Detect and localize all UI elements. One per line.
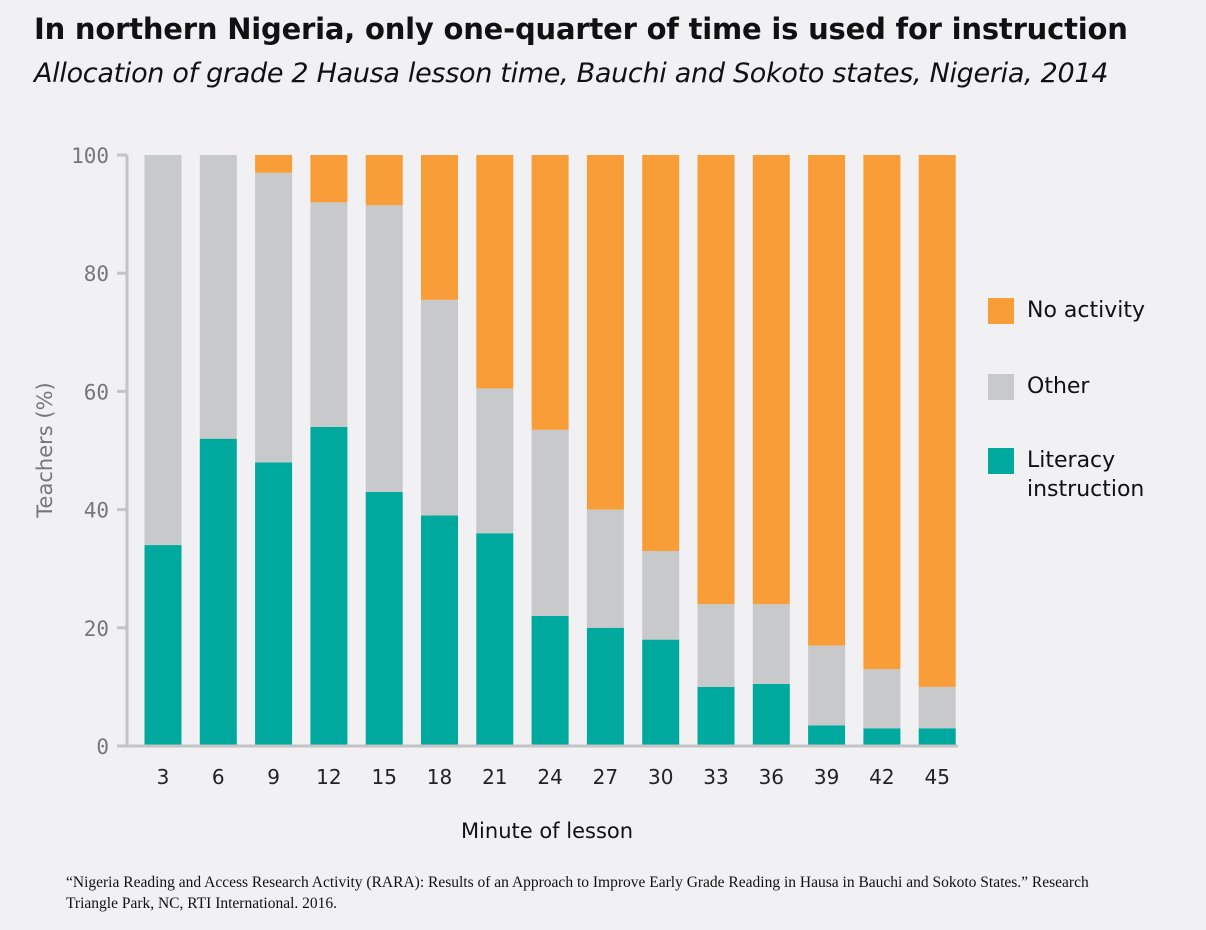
x-tick-label-42: 42 [869,765,894,789]
legend-label-other: Other [1027,374,1090,399]
legend-item-no-activity: No activity [988,296,1187,325]
bar-other-3 [144,155,182,546]
chart-title: In northern Nigeria, only one-quarter of… [34,12,1128,46]
legend-swatch-other [988,374,1014,400]
bar-other-42 [863,669,901,729]
x-tick-label-15: 15 [371,765,396,789]
bar-no-activity-39 [808,155,846,646]
x-axis-title: Minute of lesson [461,819,633,843]
bar-literacy-instruction-42 [863,728,901,746]
bar-no-activity-36 [752,155,790,605]
bar-no-activity-30 [642,155,680,551]
y-tick-label-20: 20 [84,617,109,641]
x-tick-label-27: 27 [593,765,618,789]
bar-other-24 [531,429,569,616]
x-tick-label-12: 12 [316,765,341,789]
chart-subtitle: Allocation of grade 2 Hausa lesson time,… [34,58,1109,89]
bar-other-30 [642,550,680,640]
legend-item-literacy-instruction: Literacy instruction [988,446,1187,504]
legend-item-other: Other [988,372,1187,401]
bar-literacy-instruction-3 [144,545,182,746]
bar-literacy-instruction-45 [918,728,956,746]
x-tick-label-45: 45 [924,765,949,789]
bar-no-activity-12 [310,155,348,203]
bar-other-9 [255,172,293,463]
bar-other-21 [476,388,514,534]
bar-literacy-instruction-24 [531,615,569,746]
x-tick-label-33: 33 [703,765,728,789]
bar-literacy-instruction-15 [365,491,403,746]
bar-other-15 [365,205,403,492]
y-tick-label-0: 0 [96,735,109,759]
bar-other-12 [310,202,348,427]
x-tick-label-24: 24 [537,765,562,789]
x-tick-label-3: 3 [157,765,170,789]
bar-literacy-instruction-21 [476,533,514,746]
bar-no-activity-27 [586,155,624,510]
bar-other-6 [199,155,237,439]
bar-other-33 [697,604,735,687]
bar-no-activity-42 [863,155,901,670]
bars-group [144,155,956,746]
bar-other-39 [808,645,846,726]
y-axis-title: Teachers (%) [33,382,57,518]
bar-no-activity-21 [476,155,514,389]
bar-no-activity-15 [365,155,403,206]
legend-swatch-no-activity [988,298,1014,324]
x-tick-label-36: 36 [759,765,784,789]
legend-label-literacy-instruction: Literacy instruction [1027,448,1145,502]
bar-no-activity-33 [697,155,735,605]
bar-no-activity-45 [918,155,956,687]
bar-other-45 [918,686,956,729]
legend-label-no-activity: No activity [1027,298,1146,323]
y-tick-label-40: 40 [84,499,109,523]
bar-literacy-instruction-6 [199,438,237,746]
bar-literacy-instruction-33 [697,686,735,746]
bar-other-27 [586,509,624,628]
bar-literacy-instruction-30 [642,639,680,746]
x-tick-label-9: 9 [267,765,280,789]
x-tick-label-39: 39 [814,765,839,789]
x-tick-label-6: 6 [212,765,225,789]
bar-literacy-instruction-27 [586,627,624,746]
bar-literacy-instruction-39 [808,725,846,746]
bar-literacy-instruction-36 [752,683,790,746]
bar-literacy-instruction-9 [255,462,293,746]
legend-swatch-literacy-instruction [988,448,1014,474]
x-tick-label-30: 30 [648,765,673,789]
y-tick-label-100: 100 [71,144,109,168]
bar-no-activity-24 [531,155,569,430]
bar-literacy-instruction-18 [421,515,458,746]
x-tick-label-21: 21 [482,765,507,789]
bar-other-18 [421,299,458,516]
source-note: “Nigeria Reading and Access Research Act… [66,874,1089,912]
y-tick-label-80: 80 [84,262,109,286]
bar-no-activity-9 [255,155,293,173]
bar-no-activity-18 [421,155,458,300]
bar-literacy-instruction-12 [310,426,348,746]
bar-other-36 [752,604,790,684]
y-tick-label-60: 60 [84,380,109,404]
x-tick-label-18: 18 [427,765,452,789]
